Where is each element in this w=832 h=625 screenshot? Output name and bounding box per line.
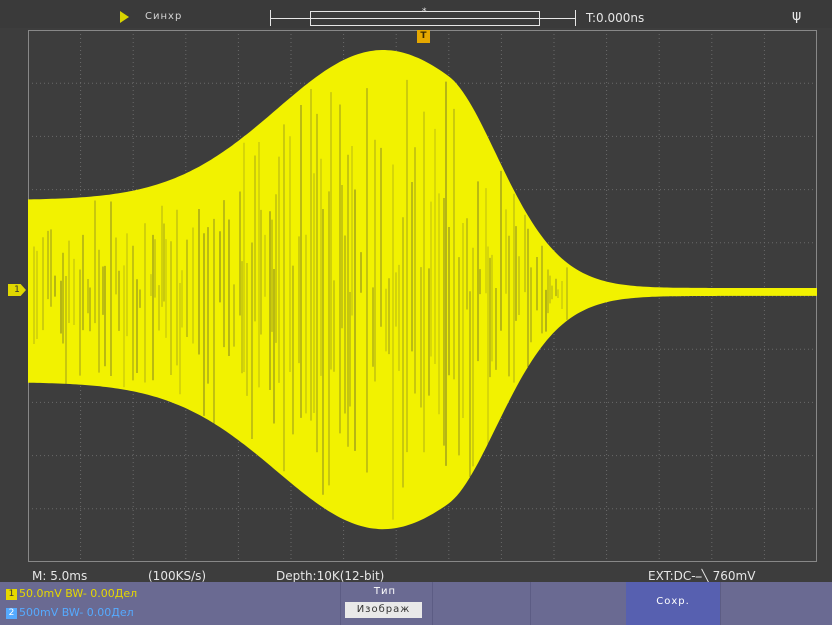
play-triangle-icon [120, 11, 129, 23]
trigger-time-readout: T:0.000ns [586, 11, 645, 25]
trigger-readout: EXT:DC-⎯╲ 760mV [648, 569, 756, 583]
type-menu-option[interactable]: Изображ [345, 602, 422, 618]
channel2-settings[interactable]: 2 500mV BW- 0.00Дел [6, 606, 134, 619]
buffer-position-marker: * [422, 7, 427, 17]
waveform-svg [28, 30, 817, 562]
channel1-readout: 50.0mV BW- 0.00Дел [19, 587, 138, 600]
acquisition-status-bar: M: 5.0ms (100KS/s) Depth:10K(12-bit) EXT… [0, 566, 832, 586]
channel1-settings[interactable]: 1 50.0mV BW- 0.00Дел [6, 587, 137, 600]
channel1-level-marker: 1 [8, 284, 26, 296]
type-menu-title: Тип [373, 586, 397, 597]
channel2-readout: 500mV BW- 0.00Дел [19, 606, 134, 619]
usb-icon: ψ [792, 8, 802, 24]
timebase-readout: M: 5.0ms [32, 569, 88, 583]
channel2-badge: 2 [6, 607, 17, 619]
save-button[interactable]: Сохр. [626, 582, 720, 625]
trigger-position-marker: T [417, 30, 430, 43]
top-status-bar: Синхр * T:0.000ns ψ [0, 0, 832, 28]
memory-depth-readout: Depth:10K(12-bit) [276, 569, 385, 583]
signal-envelope [28, 50, 817, 530]
buffer-window [310, 11, 540, 26]
memory-buffer-indicator: * [270, 7, 576, 26]
trigger-mode-label: Синхр [145, 11, 183, 22]
waveform-display [28, 30, 817, 562]
soft-menu-bar: 1 50.0mV BW- 0.00Дел 2 500mV BW- 0.00Дел Т… [0, 582, 832, 625]
sample-rate-readout: (100KS/s) [148, 569, 207, 583]
channel1-badge: 1 [6, 588, 17, 600]
